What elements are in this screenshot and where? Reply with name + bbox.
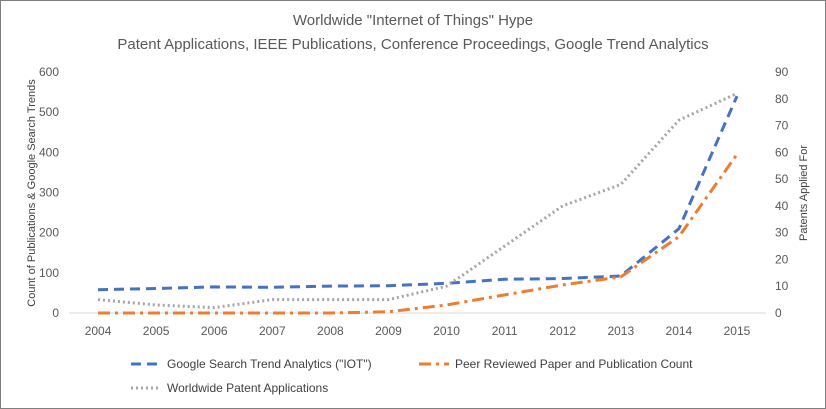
left-tick-label: 200 (39, 226, 59, 240)
chart-subtitle: Patent Applications, IEEE Publications, … (117, 36, 708, 53)
chart-title: Worldwide "Internet of Things" Hype (293, 12, 533, 29)
series-line-2 (98, 153, 739, 315)
right-tick-label: 40 (775, 199, 789, 213)
series-line-1 (97, 95, 739, 292)
x-tick-label: 2010 (433, 324, 460, 338)
right-tick-label: 30 (775, 226, 789, 240)
right-tick-label: 80 (775, 92, 789, 106)
left-tick-label: 400 (39, 145, 59, 159)
legend-item-2: Peer Reviewed Paper and Publication Coun… (419, 357, 693, 371)
x-tick-label: 2011 (492, 324, 518, 338)
x-tick-label: 2014 (666, 324, 693, 338)
right-tick-label: 70 (775, 119, 789, 133)
x-tick-label: 2009 (375, 324, 402, 338)
left-tick-label: 600 (39, 65, 59, 79)
right-tick-label: 60 (775, 145, 789, 159)
legend-label: Google Search Trend Analytics ("IOT") (167, 357, 372, 371)
x-tick-label: 2008 (317, 324, 344, 338)
x-tick-label: 2006 (201, 324, 228, 338)
right-tick-label: 0 (775, 306, 782, 320)
left-tick-label: 100 (39, 266, 59, 280)
right-tick-label: 90 (775, 65, 789, 79)
left-tick-label: 0 (52, 306, 59, 320)
x-axis: 2004 2005 2006 2007 2008 2009 2010 2011 2012 2013… (85, 324, 751, 338)
left-tick-label: 300 (39, 186, 59, 200)
right-axis-title: Patents Applied For (798, 145, 810, 241)
series-line-3 (97, 92, 738, 310)
legend-label: Peer Reviewed Paper and Publication Coun… (455, 357, 693, 371)
left-axis: 0 100 200 300 400 500 600 (39, 65, 59, 320)
right-tick-label: 50 (775, 172, 789, 186)
left-tick-label: 500 (39, 105, 59, 119)
legend-item-3: Worldwide Patent Applications (131, 381, 328, 395)
legend: Google Search Trend Analytics ("IOT") Pee… (131, 357, 693, 395)
x-tick-label: 2015 (724, 324, 751, 338)
right-axis: 0 10 20 30 40 50 60 70 80 90 (775, 65, 789, 320)
x-tick-label: 2005 (143, 324, 170, 338)
plot-lines (97, 92, 739, 315)
x-tick-label: 2013 (607, 324, 634, 338)
right-tick-label: 20 (775, 252, 789, 266)
left-axis-title: Count of Publications & Google Search Tr… (26, 79, 38, 307)
legend-item-1: Google Search Trend Analytics ("IOT") (131, 357, 372, 371)
x-tick-label: 2007 (259, 324, 286, 338)
x-tick-label: 2004 (85, 324, 112, 338)
legend-label: Worldwide Patent Applications (167, 381, 328, 395)
x-tick-label: 2012 (549, 324, 576, 338)
right-tick-label: 10 (775, 279, 789, 293)
